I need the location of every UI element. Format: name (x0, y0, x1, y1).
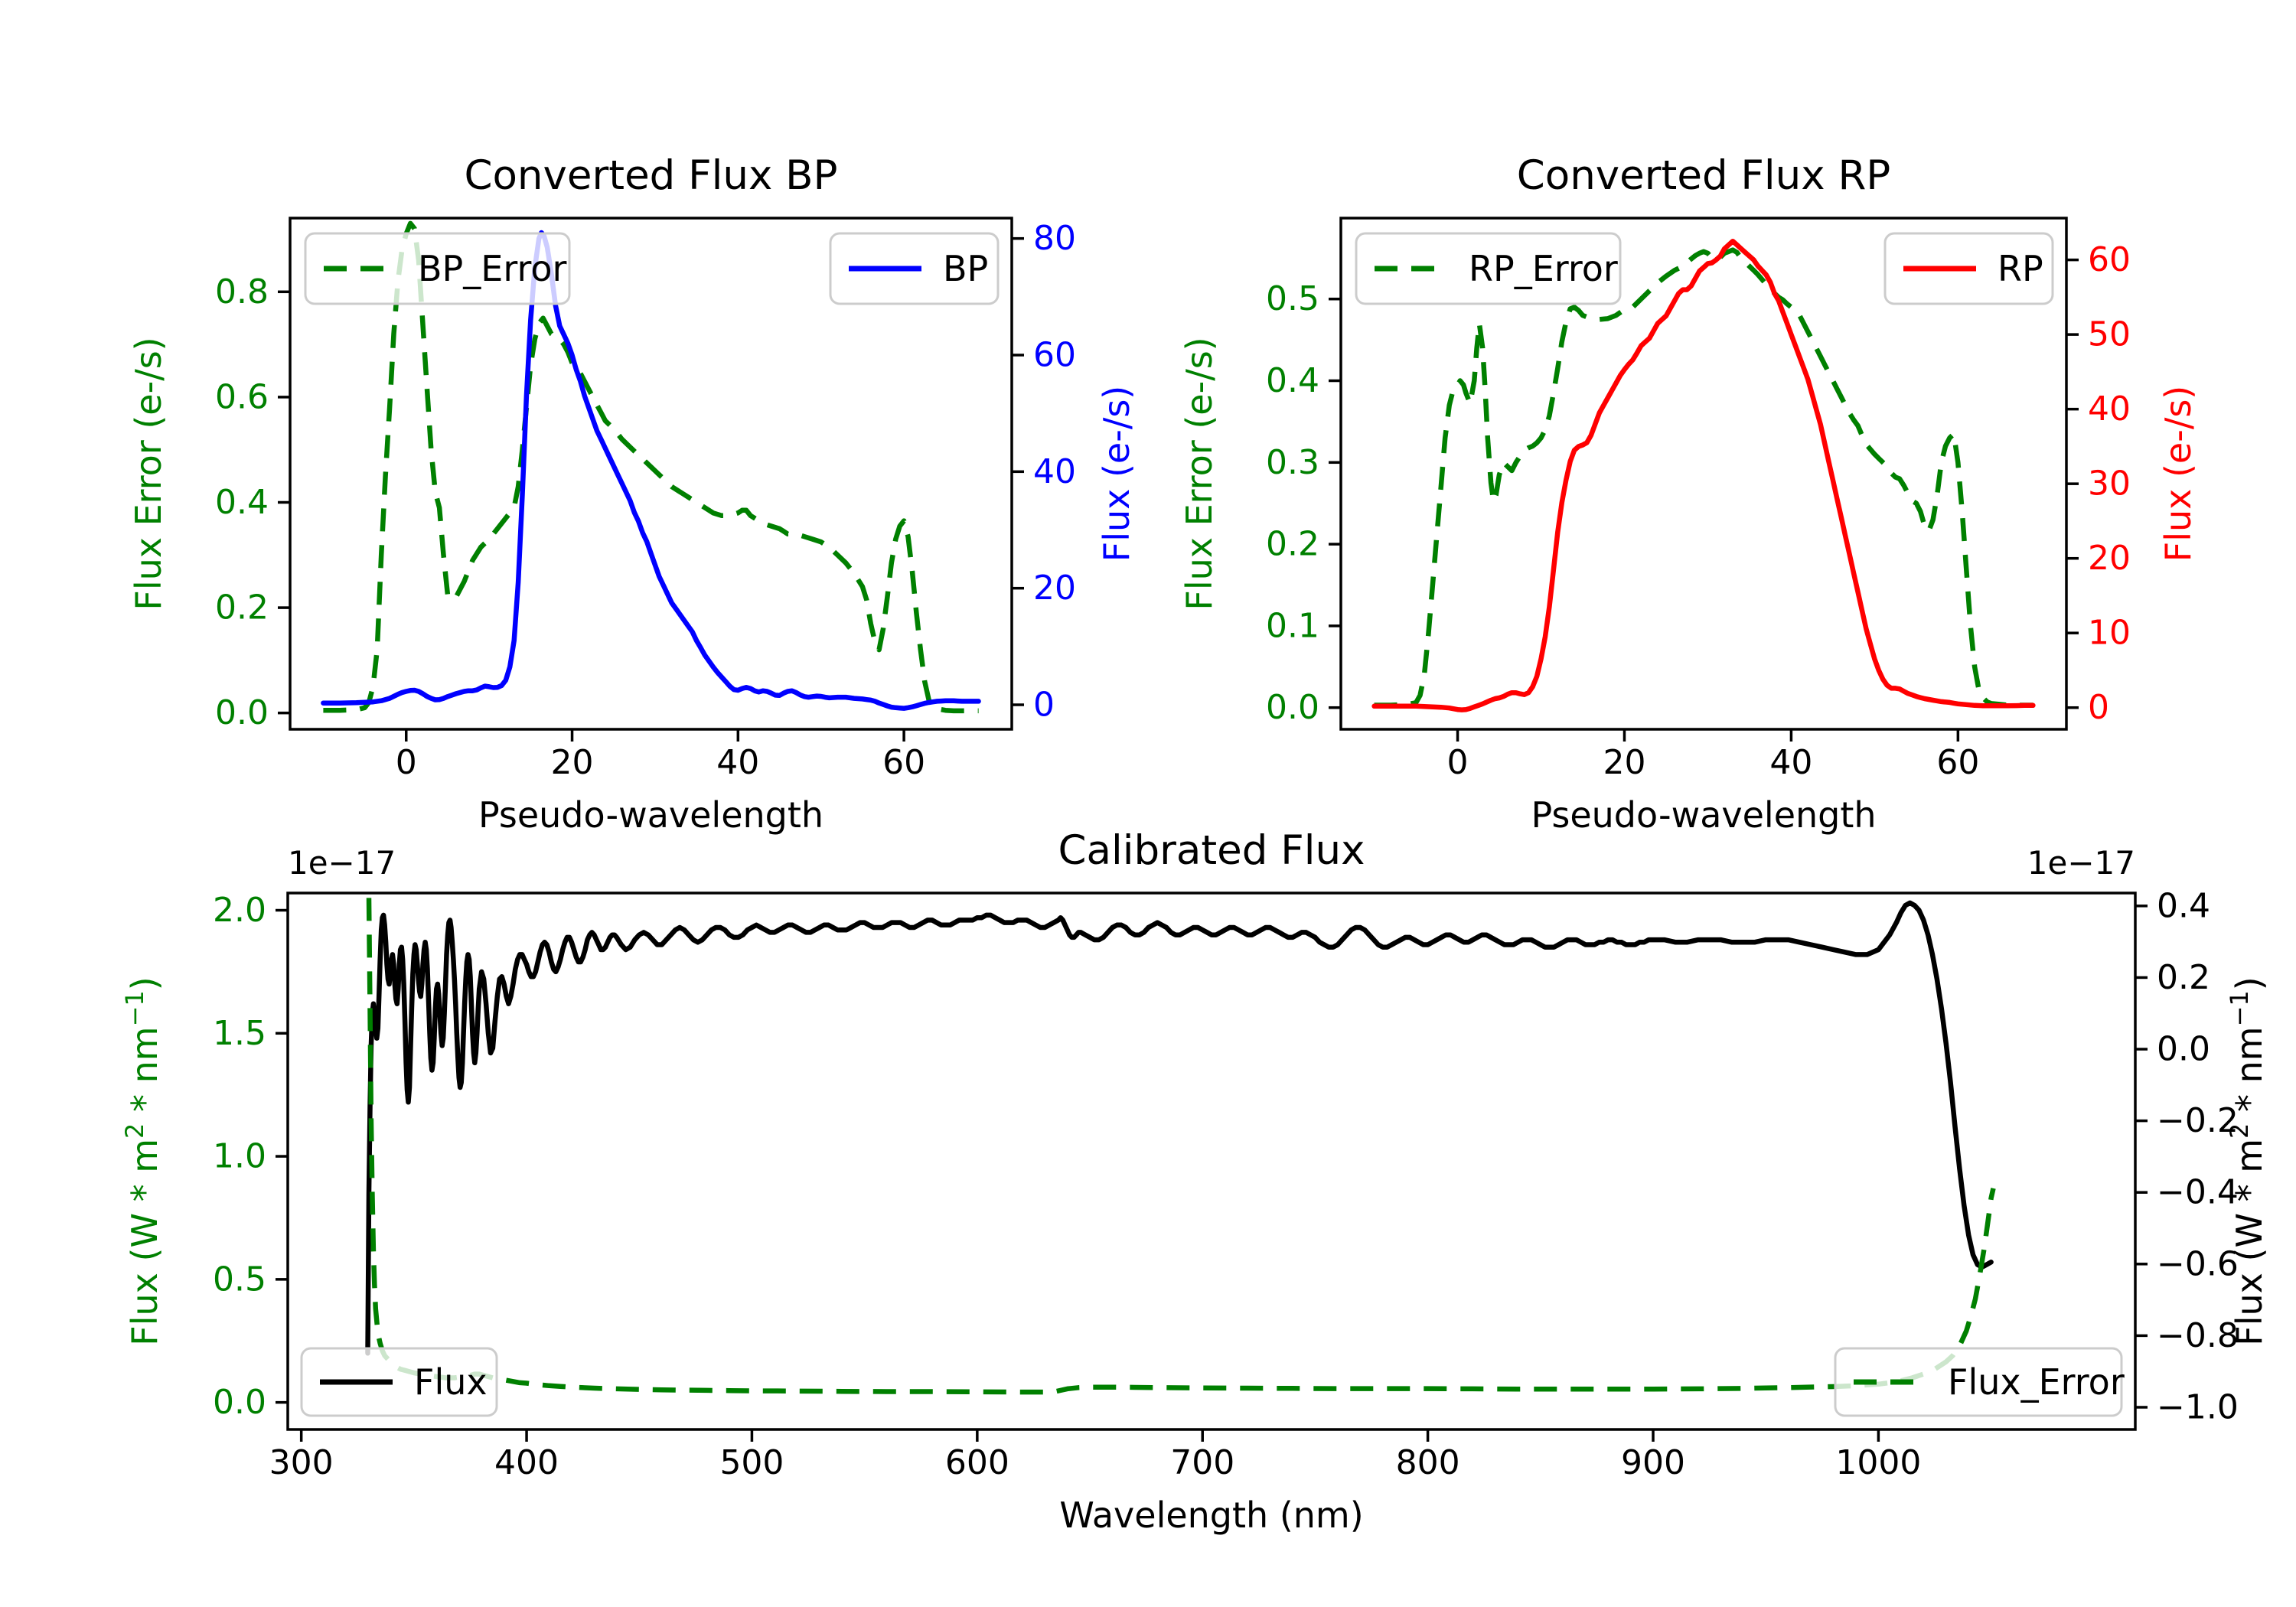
subplot-converted-flux-bp: 0 20 40 60 0.0 0.2 0.4 0.6 0.8 0 20 40 60 80 Converted… (128, 152, 1137, 836)
y-tick-label-left: 0.8 (215, 272, 269, 311)
x-tick-label: 0 (396, 743, 417, 782)
x-tick-label: 20 (551, 743, 594, 782)
y-axis-label-right: Flux (e-/s) (2157, 386, 2199, 562)
legend-frame (1355, 232, 1622, 305)
x-axis-label: Pseudo-wavelength (1531, 794, 1876, 836)
axes-frame (1339, 217, 2068, 731)
y-tick-label-right: 80 (1033, 219, 1076, 258)
x-tick-label: 900 (1621, 1443, 1685, 1482)
y-tick-label-left: 0.4 (1266, 361, 1319, 400)
x-tick-label: 500 (719, 1443, 784, 1482)
y-tick-label-right: 40 (1033, 452, 1076, 491)
legend-rp: RP (1883, 232, 2054, 305)
series-rp_error-line (1374, 247, 2033, 708)
y-tick-label-right: 0.0 (2157, 1030, 2210, 1069)
legend-label: BP_Error (418, 248, 567, 289)
left-axis-offset-label: 1e−17 (288, 844, 396, 882)
y-tick-label-right: 10 (2088, 614, 2131, 653)
y-tick-label-left: 0.2 (1266, 525, 1319, 564)
x-tick-label: 60 (882, 743, 925, 782)
x-tick-label: 800 (1396, 1443, 1460, 1482)
y-tick-label-left: 2.0 (213, 891, 266, 930)
right-axis-offset-label: 1e−17 (2027, 844, 2135, 882)
y-tick-label-left: 0.3 (1266, 443, 1319, 482)
y-tick-label-left: 0.1 (1266, 606, 1319, 645)
series-flux_error-line (366, 898, 1996, 1395)
y-tick-label-left: 0.0 (1266, 688, 1319, 727)
series-bp-line (321, 230, 981, 711)
y-tick-label-right: −0.6 (2157, 1244, 2239, 1283)
subplot-converted-flux-rp: 0 20 40 60 0.0 0.1 0.2 0.3 0.4 0.5 0 10 20 30 40 50 60 Co… (1179, 152, 2199, 836)
y-tick-label-right: 0.4 (2157, 886, 2210, 925)
x-tick-label: 40 (716, 743, 759, 782)
x-axis-label: Wavelength (nm) (1059, 1495, 1363, 1536)
plot-title: Converted Flux RP (1517, 152, 1890, 199)
y-tick-label-right: 20 (2088, 539, 2131, 578)
y-tick-label-right: −0.8 (2157, 1316, 2239, 1355)
x-tick-label: 0 (1447, 743, 1469, 782)
y-axis-label-left: Flux Error (e-/s) (128, 337, 169, 610)
y-tick-label-right: −0.2 (2157, 1101, 2239, 1140)
x-tick-label: 60 (1936, 743, 1979, 782)
y-tick-label-right: 0 (1033, 686, 1055, 725)
series-flux-line (365, 900, 1994, 1356)
legend-rp_error: RP_Error (1355, 232, 1622, 305)
legend-frame (304, 232, 571, 305)
axes-frame (289, 217, 1013, 731)
legend-label: Flux_Error (1948, 1361, 2125, 1403)
y-tick-label-right: −1.0 (2157, 1387, 2239, 1426)
legend-bp: BP (829, 232, 1000, 305)
y-axis-label-right: Flux (e-/s) (1096, 386, 1137, 562)
x-tick-label: 20 (1603, 743, 1645, 782)
x-tick-label: 700 (1170, 1443, 1234, 1482)
y-tick-label-right: 60 (1033, 335, 1076, 374)
x-tick-label: 400 (494, 1443, 559, 1482)
y-tick-label-left: 0.5 (1266, 279, 1319, 318)
legend-label: Flux (414, 1361, 488, 1403)
y-tick-label-right: 20 (1033, 569, 1076, 608)
y-axis-label-left: Flux Error (e-/s) (1179, 337, 1220, 610)
legend-label: RP_Error (1469, 248, 1618, 289)
x-tick-label: 300 (269, 1443, 334, 1482)
x-axis-label: Pseudo-wavelength (478, 794, 823, 836)
legend-flux_error: Flux_Error (1834, 1347, 2125, 1417)
x-tick-label: 600 (945, 1443, 1009, 1482)
y-tick-label-left: 0.0 (213, 1383, 266, 1422)
x-tick-label: 1000 (1835, 1443, 1921, 1482)
y-tick-label-right: 0 (2088, 688, 2109, 727)
legend-frame (1834, 1347, 2123, 1417)
y-tick-label-right: 0.2 (2157, 958, 2210, 997)
legend-label: RP (1998, 248, 2043, 289)
plot-title: Calibrated Flux (1058, 827, 1365, 874)
y-tick-label-right: 30 (2088, 464, 2131, 504)
y-tick-label-left: 1.0 (213, 1137, 266, 1176)
y-axis-label-left: Flux (W * m2 * nm−1) (120, 976, 165, 1345)
legend-label: BP (943, 248, 988, 289)
y-tick-label-right: 50 (2088, 315, 2131, 354)
series-rp-line (1371, 238, 2036, 712)
y-tick-label-left: 0.2 (215, 588, 269, 627)
legend-frame (300, 1347, 498, 1417)
y-tick-label-right: 60 (2088, 240, 2131, 279)
legend-bp_error: BP_Error (304, 232, 571, 305)
x-tick-label: 40 (1769, 743, 1812, 782)
subplot-calibrated-flux: 300 400 500 600 700 800 900 1000 0.0 0.5 1.0 1.5 2.0… (120, 827, 2270, 1536)
y-tick-label-left: 0.4 (215, 483, 269, 522)
y-tick-label-left: 0.5 (213, 1260, 266, 1299)
legend-flux: Flux (300, 1347, 498, 1417)
y-tick-label-right: −0.4 (2157, 1173, 2239, 1212)
y-tick-label-right: 40 (2088, 390, 2131, 429)
axes-frame (286, 892, 2137, 1431)
y-tick-label-left: 1.5 (213, 1014, 266, 1053)
y-axis-label-right: Flux (W * m2 * nm−1) (2225, 976, 2270, 1345)
y-tick-label-left: 0.6 (215, 377, 269, 416)
y-tick-label-left: 0.0 (215, 693, 269, 732)
plot-title: Converted Flux BP (465, 152, 838, 199)
series-bp_error-line (323, 220, 979, 714)
